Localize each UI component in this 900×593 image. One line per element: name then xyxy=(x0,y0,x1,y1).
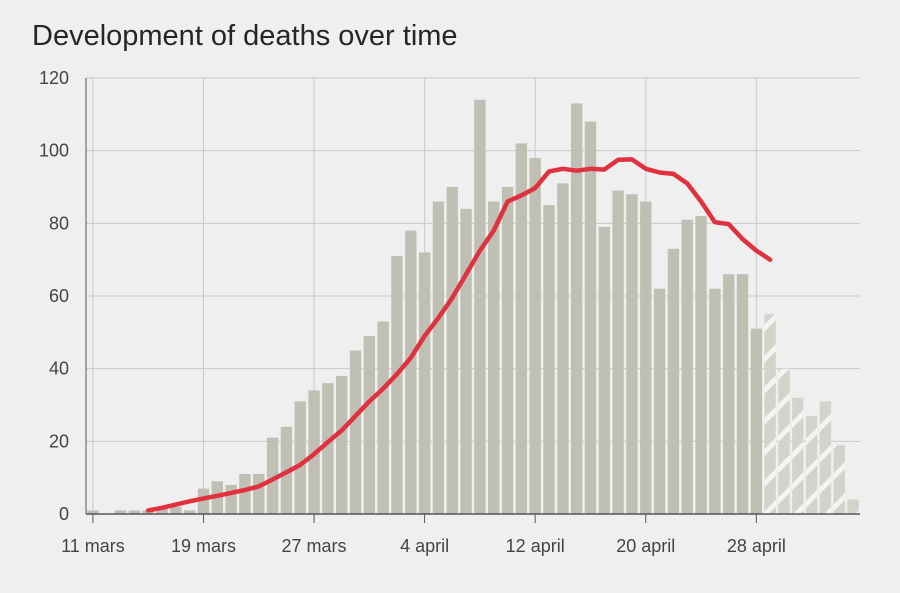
bar xyxy=(336,375,348,514)
bar xyxy=(156,506,168,514)
bar xyxy=(557,183,569,514)
bar xyxy=(709,288,721,514)
bar xyxy=(225,484,237,514)
y-tick-label: 60 xyxy=(49,286,69,306)
x-tick-label: 12 april xyxy=(506,536,565,556)
y-tick-label: 0 xyxy=(59,504,69,524)
bar xyxy=(418,252,431,514)
bar xyxy=(501,187,514,514)
bar xyxy=(432,201,445,515)
bar xyxy=(598,226,610,514)
x-tick-label: 11 mars xyxy=(61,536,125,556)
bar xyxy=(750,328,763,514)
x-tick-label: 20 april xyxy=(616,536,675,556)
bar xyxy=(197,488,210,514)
bars xyxy=(87,99,859,515)
bar xyxy=(128,510,141,514)
y-tick-label: 20 xyxy=(49,431,69,451)
y-tick-label: 40 xyxy=(49,359,69,379)
bar xyxy=(736,274,749,514)
bar xyxy=(584,121,597,514)
bar xyxy=(640,201,652,515)
bar xyxy=(183,510,196,514)
bar-preliminary xyxy=(847,499,859,514)
bar xyxy=(695,216,707,515)
bar xyxy=(114,510,127,514)
bar xyxy=(446,187,458,514)
bar xyxy=(653,288,666,514)
bar xyxy=(626,194,638,514)
bar-preliminary xyxy=(778,368,790,514)
bar xyxy=(474,99,486,515)
bar xyxy=(294,401,306,514)
moving-average-line xyxy=(145,157,773,513)
moving-average-layer xyxy=(145,157,773,513)
bar xyxy=(488,201,500,515)
bar xyxy=(723,274,735,514)
bar-preliminary xyxy=(805,415,818,514)
y-tick-label: 80 xyxy=(49,213,69,233)
bar-preliminary xyxy=(792,397,804,514)
x-tick-label: 27 mars xyxy=(282,536,347,556)
x-tick-label: 19 mars xyxy=(171,536,236,556)
bar-preliminary xyxy=(764,314,776,514)
bar-preliminary xyxy=(833,444,845,514)
bar xyxy=(253,474,265,514)
bar xyxy=(363,335,376,514)
bar xyxy=(570,103,583,514)
x-tick-label: 28 april xyxy=(727,536,786,556)
bar xyxy=(266,437,279,514)
bar xyxy=(239,474,251,514)
bar xyxy=(391,256,403,514)
bar xyxy=(322,383,334,514)
bar xyxy=(667,248,680,514)
y-tick-label: 120 xyxy=(39,68,69,88)
bar xyxy=(377,321,389,514)
bar xyxy=(460,208,472,515)
bar xyxy=(349,350,362,514)
x-tick-label: 4 april xyxy=(400,536,449,556)
bar xyxy=(405,230,417,514)
bar xyxy=(515,143,528,514)
bar xyxy=(87,510,99,514)
axes: 0 20 40 60 80 100 120 11 mars 19 mars 27 mars 4 ap… xyxy=(39,68,860,556)
bar-preliminary xyxy=(819,401,832,514)
bar xyxy=(529,157,541,514)
y-tick-label: 100 xyxy=(39,141,69,161)
bar xyxy=(612,190,624,514)
chart-title: Development of deaths over time xyxy=(32,20,458,52)
bar xyxy=(681,219,693,514)
bar xyxy=(170,506,182,514)
bar xyxy=(543,205,555,514)
